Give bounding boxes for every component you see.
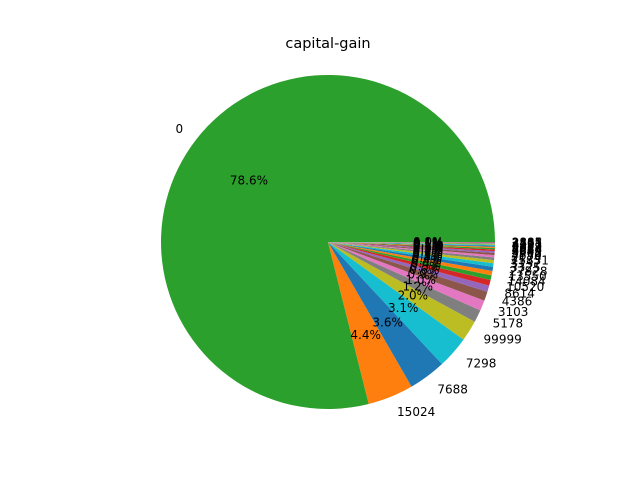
slice-pct-label-7688: 3.6% [372,316,403,330]
slice-label-4386: 4386 [502,295,533,309]
pie-slice-5013 [328,242,495,248]
pie-slice-2885 [328,242,496,243]
chart-title: capital-gain [285,36,370,52]
pie-slice-15831 [328,242,495,261]
slice-pct-label-5178: 1.2% [403,279,434,293]
slice-pct-label-99999: 2.0% [398,288,429,302]
pie-slice-4787 [328,242,495,246]
pie-slice-5178 [328,242,481,322]
slice-pct-label-14084: 0.4% [411,256,442,270]
pie-slice-14084 [328,242,492,281]
labels-layer: 0 78.6% 15024 4.4% 7688 3.6% 7298 3.1% 99999 2.0%… [175,122,548,419]
slice-label-4650: 4650 [511,248,542,262]
slice-label-5178: 5178 [493,317,524,331]
slices-layer [160,74,496,409]
pie-slice-4064 [328,242,495,250]
slice-label-8614: 8614 [504,286,535,300]
slice-pct-label-27828: 0.4% [412,251,443,265]
slice-pct-label-15831: 0.2% [412,245,443,259]
slice-label-3325: 3325 [510,260,541,274]
slice-pct-label-10520: 0.5% [410,260,441,274]
slice-label-2174: 2174 [511,251,542,265]
slice-pct-label-4386: 0.9% [408,268,439,282]
pie-slice-8614 [328,242,490,292]
pie-slice-3103 [328,242,485,311]
slice-pct-label-7298: 3.1% [388,301,419,315]
slice-pct-label-13550: 0.4% [411,254,442,268]
pie-slice-3325 [328,242,494,267]
slice-pct-label-3411: 0.1% [413,236,444,250]
slice-label-6849: 6849 [511,244,542,258]
slice-label-4787: 4787 [512,239,543,253]
slice-pct-label-6849: 0.2% [413,240,444,254]
slice-pct-label-2885: 0.0% [413,235,444,249]
slice-pct-label-4787: 0.1% [413,237,444,251]
pie-slice-10520 [328,242,491,286]
pie-slice-6849 [328,242,495,252]
slice-pct-label-3325: 0.3% [412,249,443,263]
slice-pct-label-2597: 0.1% [413,236,444,250]
pie-slice-3137 [328,242,495,264]
pie-slice-3411 [328,242,496,244]
slice-label-7298: 7298 [466,356,497,370]
pie-slice-3908 [328,242,495,254]
slice-label-27828: 27828 [509,265,547,279]
slice-pct-label-3137: 0.3% [412,247,443,261]
slice-label-10520: 10520 [506,280,544,294]
slice-label-0: 0 [175,122,183,136]
pie-slice-4386 [328,242,488,301]
slice-label-15831: 15831 [511,253,549,267]
slice-pct-label-4064: 0.1% [413,239,444,253]
slice-label-15024: 15024 [397,405,435,419]
slice-label-5013: 5013 [512,241,543,255]
slice-label-3137: 3137 [510,257,541,271]
slice-pct-label-2174: 0.2% [413,244,444,258]
slice-pct-label-2829: 0.1% [413,238,444,252]
pie-slice-4650 [328,242,495,256]
pie-slice-2829 [328,242,495,247]
slice-label-7688: 7688 [437,383,468,397]
slice-label-2885: 2885 [512,235,543,249]
pie-slice-7688 [328,242,442,387]
slice-pct-label-4650: 0.2% [413,242,444,256]
slice-pct-label-3103: 1.0% [405,273,436,287]
pie-slice-0 [160,74,495,409]
slice-pct-label-4101: 0.1% [413,236,444,250]
slice-label-14084: 14084 [507,274,545,288]
pie-slice-27828 [328,242,494,272]
slice-label-4101: 4101 [512,238,543,252]
pie-slice-99999 [328,242,475,340]
slice-label-3103: 3103 [498,305,529,319]
pie-slice-4101 [328,242,495,245]
slice-pct-label-5013: 0.1% [413,238,444,252]
slice-label-13550: 13550 [508,269,546,283]
slice-label-2597: 2597 [512,237,543,251]
slice-label-4064: 4064 [512,242,543,256]
slice-label-3411: 3411 [512,236,543,250]
slice-pct-label-0: 78.6% [230,173,268,187]
slice-pct-label-8614: 0.6% [409,263,440,277]
pie-slice-15024 [328,242,412,404]
slice-pct-label-3908: 0.2% [413,241,444,255]
slice-label-3908: 3908 [511,246,542,260]
slice-label-2829: 2829 [512,240,543,254]
slice-label-99999: 99999 [484,333,522,347]
pie-slice-7298 [328,242,464,365]
pie-slice-13550 [328,242,493,276]
pie-slice-2174 [328,242,495,258]
pie-slice-2597 [328,242,495,244]
slice-pct-label-15024: 4.4% [350,328,381,342]
